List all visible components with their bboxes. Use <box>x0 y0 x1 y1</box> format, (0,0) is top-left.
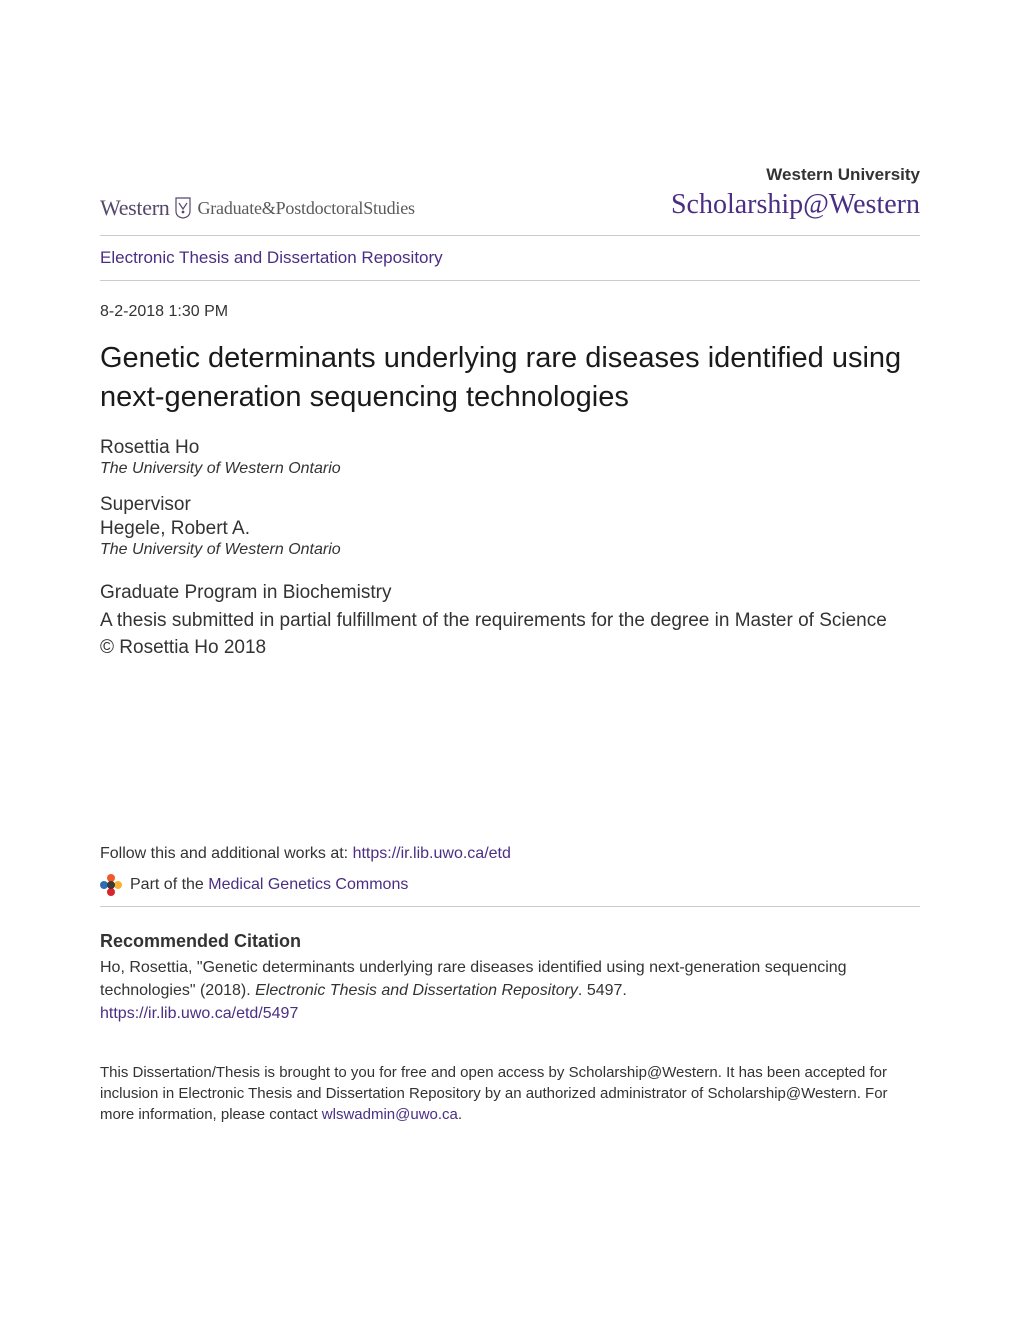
institution-logo: Western Graduate&PostdoctoralStudies <box>100 195 415 221</box>
crest-icon <box>175 197 191 219</box>
logo-wordmark: Western <box>100 195 169 221</box>
commons-link[interactable]: Medical Genetics Commons <box>208 876 408 893</box>
citation-block: Recommended Citation Ho, Rosettia, "Gene… <box>100 928 920 1026</box>
commons-prefix: Part of the <box>130 876 208 893</box>
footer-email-link[interactable]: wlswadmin@uwo.ca <box>322 1106 458 1123</box>
submission-date: 8-2-2018 1:30 PM <box>100 303 920 321</box>
network-node <box>107 888 115 896</box>
citation-url-link[interactable]: https://ir.lib.uwo.ca/etd/5497 <box>100 1005 298 1022</box>
follow-row: Follow this and additional works at: htt… <box>100 845 920 863</box>
supervisor-name: Hegele, Robert A. <box>100 518 920 540</box>
copyright-line: © Rosettia Ho 2018 <box>100 634 920 662</box>
follow-prefix: Follow this and additional works at: <box>100 845 353 862</box>
header: Western Graduate&PostdoctoralStudies Wes… <box>100 165 920 236</box>
footer-prefix: This Dissertation/Thesis is brought to y… <box>100 1064 888 1123</box>
program-name: Graduate Program in Biochemistry <box>100 579 920 607</box>
footer-suffix: . <box>458 1106 462 1123</box>
degree-statement: A thesis submitted in partial fulfillmen… <box>100 607 920 635</box>
logo-subunit: Graduate&PostdoctoralStudies <box>197 198 414 219</box>
citation-heading: Recommended Citation <box>100 928 920 954</box>
page-title: Genetic determinants underlying rare dis… <box>100 339 920 417</box>
author-affiliation: The University of Western Ontario <box>100 460 920 478</box>
program-block: Graduate Program in Biochemistry A thesi… <box>100 579 920 662</box>
supervisor-label: Supervisor <box>100 494 920 516</box>
citation-text: Ho, Rosettia, "Genetic determinants unde… <box>100 956 920 1002</box>
author-block: Rosettia Ho The University of Western On… <box>100 437 920 478</box>
commons-row: Part of the Medical Genetics Commons <box>100 874 408 896</box>
follow-url-link[interactable]: https://ir.lib.uwo.ca/etd <box>353 845 511 862</box>
site-name-link[interactable]: Scholarship@Western <box>671 189 920 220</box>
network-node <box>114 881 122 889</box>
university-label: Western University <box>671 165 920 185</box>
footer-text: This Dissertation/Thesis is brought to y… <box>100 1062 920 1125</box>
collection-bar: Electronic Thesis and Dissertation Repos… <box>100 236 920 281</box>
divider <box>100 906 920 907</box>
repository-link[interactable]: Electronic Thesis and Dissertation Repos… <box>100 248 443 267</box>
header-right: Western University Scholarship@Western <box>671 165 920 221</box>
author-name: Rosettia Ho <box>100 437 920 459</box>
network-icon <box>100 874 122 896</box>
supervisor-affiliation: The University of Western Ontario <box>100 541 920 559</box>
citation-suffix: . 5497. <box>578 982 627 999</box>
citation-series: Electronic Thesis and Dissertation Repos… <box>255 982 578 999</box>
supervisor-block: Supervisor Hegele, Robert A. The Univers… <box>100 494 920 559</box>
network-node <box>107 881 115 889</box>
